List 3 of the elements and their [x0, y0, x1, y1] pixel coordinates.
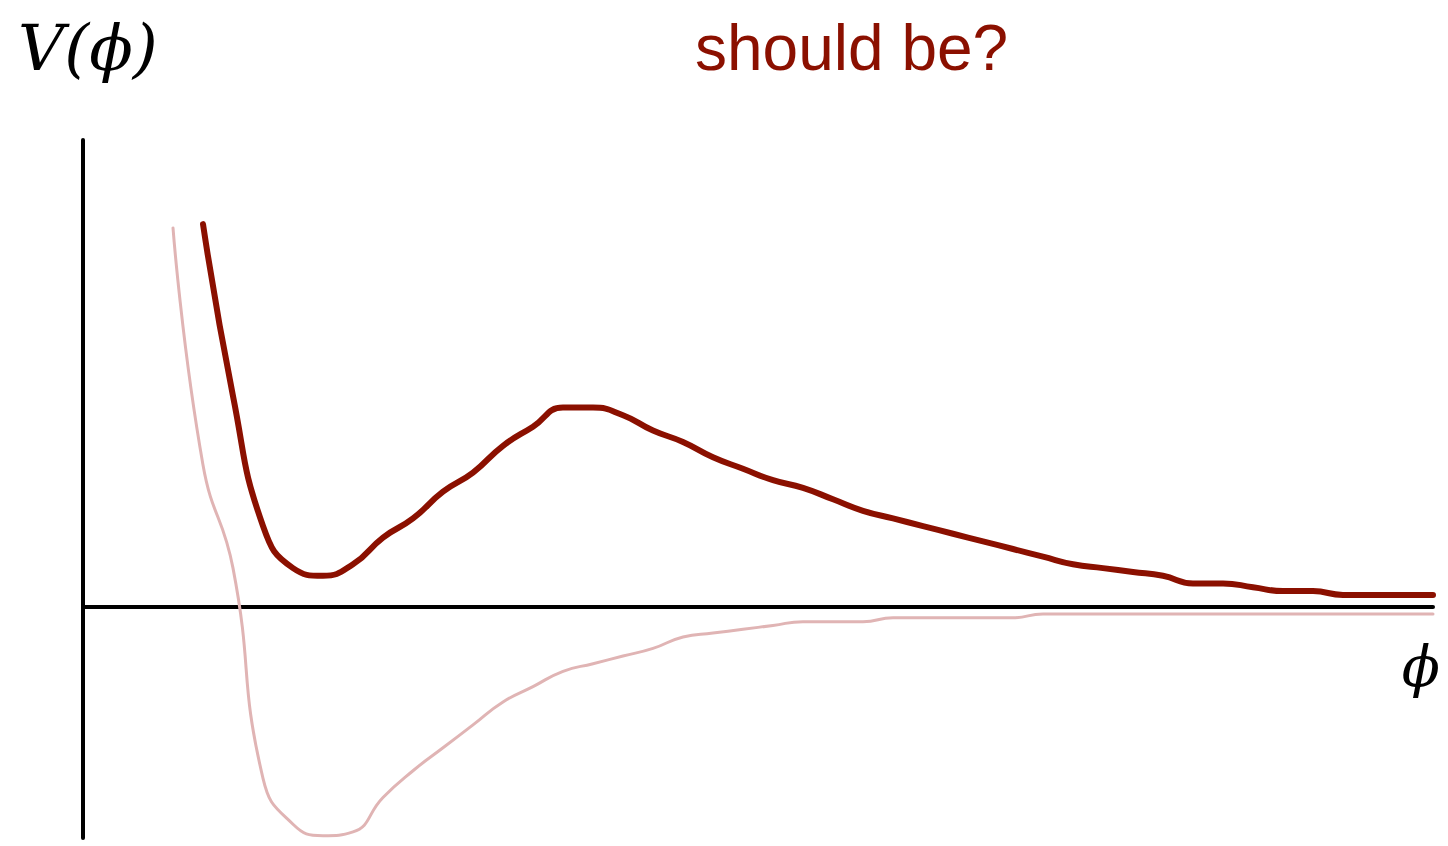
y-axis-title: V(ϕ)	[18, 11, 158, 85]
x-axis-title: ϕ	[1401, 633, 1440, 699]
text: should be?	[695, 12, 1009, 84]
